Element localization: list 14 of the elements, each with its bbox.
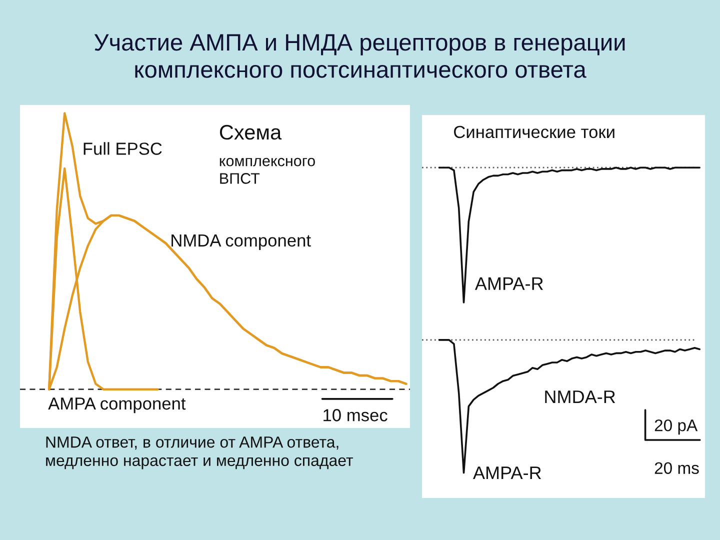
series-label: AMPA-R	[474, 277, 543, 290]
annotation: комплексного ВПСТ	[220, 158, 315, 184]
text: 10 msec	[324, 409, 388, 422]
series-label: AMPA component	[48, 398, 186, 414]
text: NMDA ответ, в отличие от AMPA ответа, медленно нарастает и медленно спадает	[46, 436, 354, 470]
annotation: 20 ms	[654, 462, 699, 474]
chart-title: Синаптические токи	[454, 126, 614, 138]
annotation: Схема	[220, 124, 282, 140]
annotation: NMDA-R	[545, 390, 616, 403]
annotation: AMPA-R	[472, 466, 541, 480]
series-label: Full EPSC	[84, 142, 162, 155]
series-label: NMDA component	[172, 234, 311, 250]
annotation: 20 pA	[654, 419, 698, 435]
chart-title: Участие АМПА и НМДА рецепторов в генерации комплексного постсинаптического ответа	[94, 34, 625, 78]
